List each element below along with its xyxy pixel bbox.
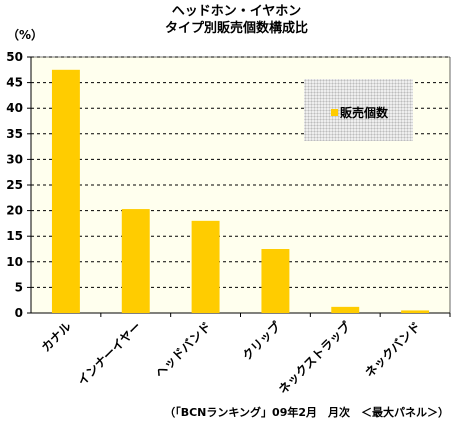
x-tick-label: インナーイヤー — [75, 319, 144, 388]
bar — [121, 209, 150, 313]
y-tick-label: 30 — [6, 152, 23, 166]
y-tick-label: 50 — [6, 50, 23, 64]
y-tick-label: 35 — [6, 127, 23, 141]
y-tick-label: 25 — [6, 178, 23, 192]
y-tick-label: 10 — [6, 255, 23, 269]
legend-label: 販売個数 — [340, 106, 389, 120]
legend: 販売個数 — [304, 79, 413, 141]
y-tick-label: 0 — [15, 306, 23, 320]
bar — [401, 310, 430, 313]
y-axis-label: （%） — [7, 28, 44, 42]
x-tick-label: ネックバンド — [362, 319, 423, 380]
y-tick-label: 5 — [15, 280, 23, 294]
x-tick-label: カナル — [39, 319, 74, 354]
x-tick-label: ヘッドバンド — [152, 319, 213, 380]
legend-swatch — [331, 109, 338, 116]
source-note: （「BCNランキング」09年2月 月次 ＜最大パネル＞） — [164, 406, 449, 419]
y-tick-label: 45 — [6, 76, 23, 90]
y-tick-label: 15 — [6, 229, 23, 243]
bar — [261, 249, 290, 313]
y-tick-label: 40 — [6, 101, 23, 115]
x-tick-label: クリップ — [239, 318, 284, 363]
bar — [331, 306, 360, 313]
x-tick-label: ネックストラップ — [275, 318, 354, 397]
bar — [51, 69, 80, 313]
chart-subtitle: タイプ別販売個数構成比 — [164, 21, 308, 36]
y-tick-label: 20 — [6, 204, 23, 218]
chart-title: ヘッドホン・イヤホン — [171, 4, 302, 19]
bar — [191, 220, 220, 313]
